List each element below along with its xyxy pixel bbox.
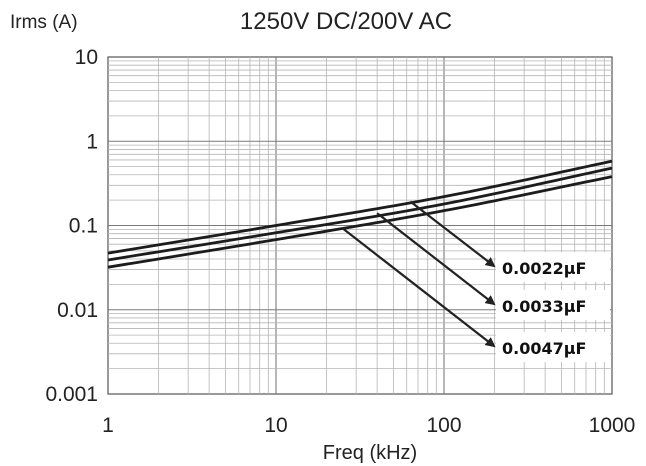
annotation-box	[496, 290, 610, 320]
annotation-label: 0.0033µF	[502, 297, 586, 316]
annotation-label: 0.0047µF	[502, 339, 586, 358]
y-axis-label: Irms (A)	[10, 12, 78, 33]
annotation-box	[496, 332, 610, 362]
y-tick-label: 1	[86, 130, 98, 153]
y-tick-label: 0.001	[45, 383, 98, 406]
x-axis-label: Freq (kHz)	[323, 442, 417, 464]
series-line	[107, 166, 613, 262]
x-tick-label: 1	[102, 414, 114, 437]
x-tick-label: 10	[264, 414, 287, 437]
chart-title: 1250V DC/200V AC	[240, 8, 452, 35]
tick-labels: 1 10 100 1000 10 1 0.1 0.01 0.001	[45, 46, 635, 437]
series-group	[107, 159, 613, 269]
y-tick-label: 10	[75, 46, 98, 69]
y-tick-label: 0.01	[57, 299, 98, 322]
series-line	[107, 159, 613, 255]
annotation-box	[496, 252, 610, 282]
series-line	[107, 175, 613, 269]
annotation-arrow	[376, 212, 496, 306]
annotation-arrow	[409, 200, 496, 268]
annotation-label: 0.0022µF	[502, 259, 586, 278]
y-tick-label: 0.1	[69, 215, 98, 238]
x-tick-label: 1000	[589, 414, 636, 437]
x-tick-label: 100	[426, 414, 461, 437]
annotations: 0.0022µF 0.0033µF 0.0047µF	[342, 200, 610, 362]
annotation-arrow	[342, 227, 496, 348]
